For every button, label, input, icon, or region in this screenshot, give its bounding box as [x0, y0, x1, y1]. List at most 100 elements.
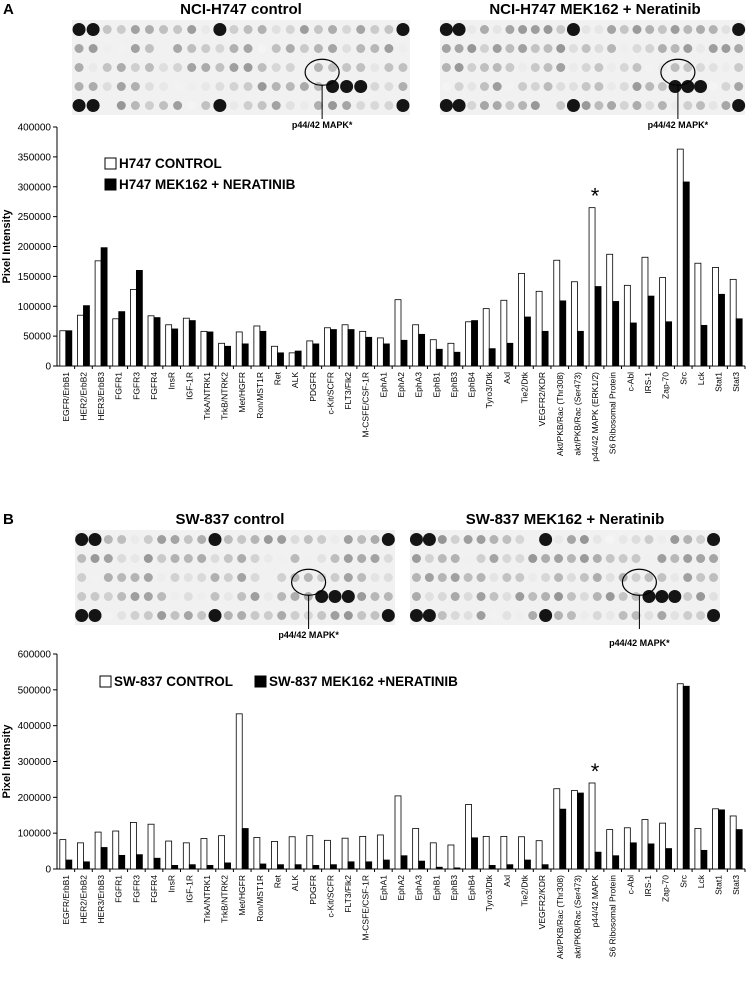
x-tick-label: Met/HGFR [237, 372, 247, 413]
bar [518, 272, 525, 367]
blot-spot [554, 592, 564, 601]
bar [259, 330, 267, 367]
x-tick-label: p44/42 MAPK [590, 875, 600, 928]
blot-spot [645, 44, 655, 53]
x-tick-label: EphA1 [378, 372, 388, 398]
bar [729, 815, 737, 870]
blot-spot [208, 609, 222, 622]
blot-spot [229, 44, 239, 53]
x-tick-label: ALK [290, 875, 300, 891]
blot-spot [670, 611, 680, 620]
blot-spot [683, 44, 693, 53]
blot-spot [568, 63, 578, 72]
blot-spot [277, 573, 287, 582]
blot-spot [173, 101, 183, 110]
bar [341, 837, 349, 870]
blot-spot [696, 63, 706, 72]
blot-spot [694, 80, 708, 93]
blot-spot [721, 25, 731, 34]
blot-spot [271, 63, 281, 72]
blot-spot [215, 63, 225, 72]
x-tick-label: EphA2 [396, 875, 406, 901]
blot-spot [657, 101, 667, 110]
blot-spot [285, 82, 295, 91]
bar [682, 685, 690, 870]
x-tick-label: PDGFR [308, 372, 318, 402]
blot-spot [657, 25, 667, 34]
blot-spot [237, 535, 247, 544]
bar [112, 318, 120, 367]
blot-spot [159, 44, 169, 53]
x-tick-label: Ron/MST1R [255, 372, 265, 419]
bar [330, 329, 337, 367]
bar [277, 352, 284, 367]
bar [500, 299, 508, 367]
blot-spot [721, 101, 731, 110]
x-tick-label: TrkB/NTRK2 [220, 372, 230, 420]
panel-label: B [3, 511, 14, 528]
blot-spot [271, 44, 281, 53]
blot-spot [505, 82, 515, 91]
bar [147, 315, 155, 367]
blot-spot [117, 573, 127, 582]
blot-spot [210, 573, 220, 582]
blot-spot [492, 82, 502, 91]
blot-spot [103, 611, 113, 620]
bar [577, 330, 584, 367]
blot-spot [683, 573, 693, 582]
blot-spot [489, 611, 499, 620]
bar [394, 299, 402, 367]
bar [118, 311, 126, 367]
blot-spot [103, 592, 113, 601]
blot-spot [566, 535, 576, 544]
blot-spot [257, 44, 267, 53]
blot-spot [143, 573, 153, 582]
blot-spot [541, 554, 551, 563]
blot-spot [489, 535, 499, 544]
bar [277, 864, 284, 870]
x-tick-label: ALK [290, 372, 300, 388]
blot-spot [581, 63, 591, 72]
blot-spot [502, 611, 512, 620]
bar [65, 859, 73, 870]
blot-spot [619, 82, 629, 91]
blot-spot [370, 535, 380, 544]
blot-spot [734, 82, 744, 91]
x-tick-label: akt/PKB/Rac (Ser473) [572, 372, 582, 456]
blot-spot [74, 82, 84, 91]
blot-spot [215, 44, 225, 53]
blot-spot [187, 25, 197, 34]
blot-spot [515, 535, 525, 544]
blot-spot [528, 573, 538, 582]
bar [694, 262, 702, 367]
bar [218, 342, 225, 367]
x-tick-label: HER3/ErbB3 [96, 372, 106, 421]
x-tick-label: c-Abl [625, 875, 635, 894]
blot-spot [263, 554, 273, 563]
blot-spot [130, 535, 140, 544]
x-tick-label: IRS-1 [643, 875, 653, 897]
blot-spot [632, 63, 642, 72]
blot-spot [437, 573, 447, 582]
blot-spot [271, 25, 281, 34]
blot-spot [411, 592, 421, 601]
x-tick-label: c-Kit/SCFR [325, 372, 335, 415]
x-tick-label: Tyro3/Dtk [484, 874, 494, 911]
blot-spot [607, 25, 617, 34]
blot-spot [489, 573, 499, 582]
bar [524, 316, 531, 367]
blot-spot [670, 535, 680, 544]
x-tick-label: FGFR4 [149, 372, 159, 400]
bar [200, 838, 208, 870]
blot-spot [229, 82, 239, 91]
blot-annotation: p44/42 MAPK* [609, 638, 670, 648]
blot-spot [594, 63, 604, 72]
blot-spot [88, 609, 102, 622]
blot-spot [502, 592, 512, 601]
bar [83, 861, 90, 870]
x-tick-label: Axl [502, 875, 512, 887]
blot-spot [396, 99, 410, 112]
blot-spot [437, 611, 447, 620]
blot-spot [452, 99, 466, 112]
blot-title: NCI-H747 MEK162 + Neratinib [489, 1, 700, 18]
